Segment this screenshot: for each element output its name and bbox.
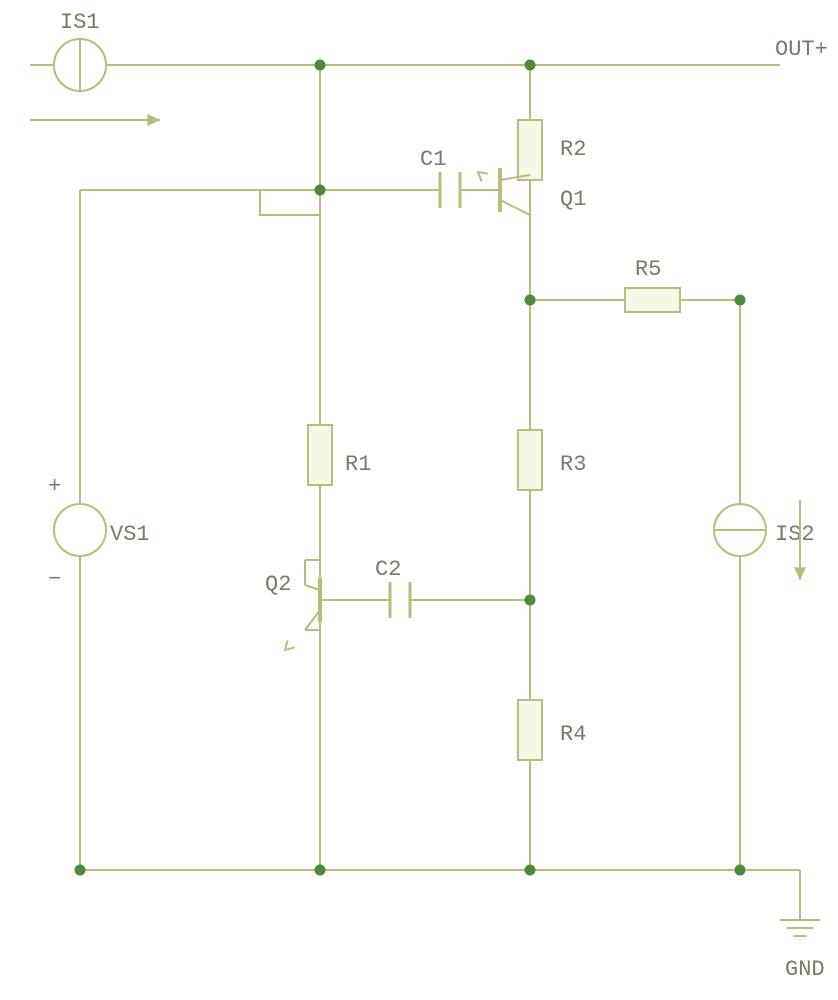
svg-text:R2: R2 bbox=[560, 137, 586, 162]
svg-text:IS2: IS2 bbox=[775, 522, 815, 547]
svg-text:C2: C2 bbox=[375, 557, 401, 582]
svg-text:R5: R5 bbox=[635, 257, 661, 282]
svg-text:−: − bbox=[48, 567, 61, 592]
svg-text:+: + bbox=[48, 474, 61, 499]
svg-text:IS1: IS1 bbox=[60, 10, 100, 35]
svg-text:VS1: VS1 bbox=[110, 522, 150, 547]
svg-text:R4: R4 bbox=[560, 722, 586, 747]
svg-text:GND: GND bbox=[785, 957, 825, 982]
svg-text:C1: C1 bbox=[420, 147, 446, 172]
svg-text:OUT+: OUT+ bbox=[775, 37, 828, 62]
svg-text:Q1: Q1 bbox=[560, 187, 586, 212]
svg-text:R1: R1 bbox=[345, 452, 371, 477]
svg-text:R3: R3 bbox=[560, 452, 586, 477]
svg-text:Q2: Q2 bbox=[265, 572, 291, 597]
